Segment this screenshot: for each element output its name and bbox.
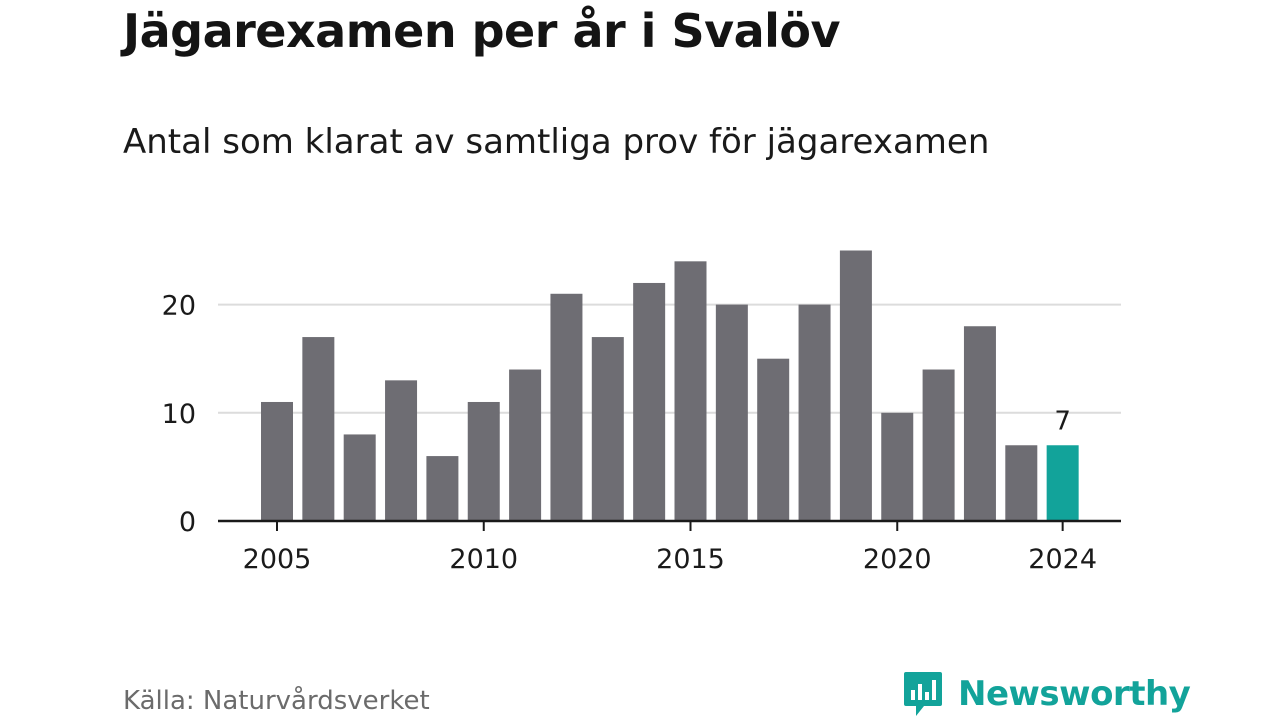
bar bbox=[426, 456, 459, 521]
bar bbox=[385, 380, 418, 521]
bar bbox=[798, 304, 831, 521]
x-tick-label: 2024 bbox=[1028, 544, 1097, 575]
x-tick-label: 2015 bbox=[656, 544, 725, 575]
x-tick-label: 2020 bbox=[863, 544, 932, 575]
x-tick-label: 2010 bbox=[449, 544, 518, 575]
bar bbox=[261, 401, 293, 521]
x-tick-label: 2005 bbox=[243, 544, 312, 575]
data-label: 7 bbox=[1054, 406, 1071, 436]
y-tick-label: 0 bbox=[179, 507, 196, 538]
bar bbox=[633, 282, 666, 521]
chart-title: Jägarexamen per år i Svalöv bbox=[123, 4, 840, 58]
y-tick-label: 10 bbox=[162, 399, 196, 430]
bar bbox=[839, 250, 872, 521]
bar bbox=[550, 293, 583, 521]
bar bbox=[467, 401, 500, 521]
bar bbox=[963, 326, 996, 521]
chart-subtitle: Antal som klarat av samtliga prov för jä… bbox=[123, 122, 990, 162]
bar bbox=[881, 412, 914, 521]
bar bbox=[715, 304, 748, 521]
bar bbox=[343, 434, 376, 521]
bar-chart: 0 10 20 2005 2010 2015 2020 2024 7 bbox=[162, 250, 1121, 575]
brand-name: Newsworthy bbox=[958, 674, 1191, 714]
bar bbox=[1005, 445, 1038, 521]
bar bbox=[591, 337, 624, 521]
source-note: Källa: Naturvårdsverket bbox=[123, 686, 430, 716]
bar bbox=[674, 261, 707, 521]
y-tick-label: 20 bbox=[162, 291, 196, 322]
bar bbox=[509, 369, 542, 521]
bar-highlight bbox=[1046, 445, 1079, 521]
bar bbox=[302, 337, 335, 521]
bar bbox=[757, 358, 790, 521]
brand-logo: Newsworthy bbox=[902, 670, 1191, 718]
bar bbox=[922, 369, 955, 521]
newsworthy-logo-icon bbox=[904, 672, 942, 716]
